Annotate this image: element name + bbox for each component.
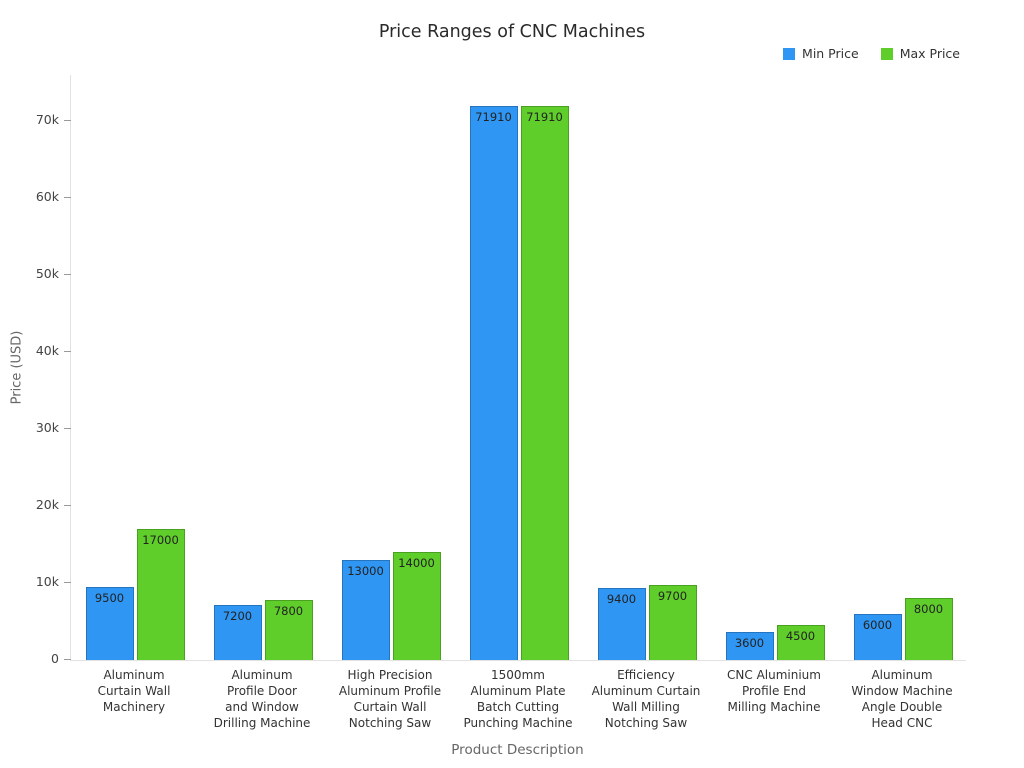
bar-value-label: 8000 xyxy=(913,602,944,617)
bar-value-label: 7200 xyxy=(222,608,253,623)
bars-row: 9500 17000 7200 7800 13000 14000 71910 71910 940… xyxy=(71,75,966,660)
bar-value-label: 6000 xyxy=(862,617,893,632)
bar-max-price: 8000 xyxy=(904,598,953,660)
y-tick-mark: 30k xyxy=(36,420,71,435)
legend-label: Max Price xyxy=(899,46,960,61)
bar-value-label: 9700 xyxy=(657,589,688,604)
bar-value-label: 17000 xyxy=(142,533,179,548)
bar-value-label: 3600 xyxy=(734,636,765,651)
bar-max-price: 9700 xyxy=(648,585,697,660)
bar-group: 9500 17000 xyxy=(71,529,199,660)
y-tick-mark: 40k xyxy=(36,343,71,358)
bar-value-label: 9500 xyxy=(94,590,125,605)
bar-min-price: 7200 xyxy=(213,604,262,660)
bar-max-price: 71910 xyxy=(520,106,569,660)
bar-group: 13000 14000 xyxy=(327,552,455,660)
bar-group: 71910 71910 xyxy=(455,106,583,660)
bar-value-label: 71910 xyxy=(526,110,563,125)
y-tick-label: 0 xyxy=(51,651,59,666)
x-tick-label: Aluminum Profile Door and Window Drillin… xyxy=(213,668,311,730)
bar-value-label: 14000 xyxy=(398,556,435,571)
bar-group: 9400 9700 xyxy=(583,585,711,660)
y-tick-label: 70k xyxy=(35,112,59,128)
y-tick-label: 10k xyxy=(35,574,59,590)
bar-value-label: 9400 xyxy=(606,591,637,606)
y-tick-mark: 70k xyxy=(36,112,71,127)
x-tick-label: Aluminum Curtain Wall Machinery xyxy=(97,668,171,714)
bar-min-price: 13000 xyxy=(341,559,390,660)
bar-group: 7200 7800 xyxy=(199,599,327,660)
x-tick-label: Aluminum Window Machine Angle Double Hea… xyxy=(851,668,953,730)
y-tick-label: 60k xyxy=(35,189,59,205)
legend-label: Min Price xyxy=(802,46,859,61)
bar-min-price: 9400 xyxy=(597,587,646,660)
y-tick-label: 30k xyxy=(35,420,59,436)
legend: Min Price Max Price xyxy=(783,46,960,61)
x-tick-label: Efficiency Aluminum Curtain Wall Milling… xyxy=(591,668,701,730)
bar-group: 6000 8000 xyxy=(839,598,967,660)
y-tick-mark: 60k xyxy=(36,189,71,204)
y-tick-mark: 20k xyxy=(36,497,71,512)
bar-min-price: 6000 xyxy=(853,613,902,660)
y-tick-label: 50k xyxy=(35,266,59,282)
y-tick-label: 40k xyxy=(35,343,59,359)
bar-max-price: 14000 xyxy=(392,552,441,660)
legend-item-min-price: Min Price xyxy=(783,46,859,61)
bar-value-label: 71910 xyxy=(475,110,512,125)
y-tick-mark: 0 xyxy=(51,651,71,666)
bar-max-price: 17000 xyxy=(136,529,185,660)
bar-value-label: 13000 xyxy=(347,563,384,578)
y-tick-mark: 50k xyxy=(36,266,71,281)
bar-value-label: 4500 xyxy=(785,629,816,644)
x-axis-labels: Aluminum Curtain Wall Machinery Aluminum … xyxy=(70,668,965,732)
y-axis-title: Price (USD) xyxy=(9,330,25,405)
y-tick-label: 20k xyxy=(35,497,59,513)
bar-value-label: 7800 xyxy=(273,603,304,618)
legend-item-max-price: Max Price xyxy=(880,46,960,61)
legend-swatch-icon xyxy=(783,47,796,60)
plot-area: 0 10k 20k 30k 40k 50k 60k 70k 9500 17000 7200 7800… xyxy=(36,75,966,666)
x-tick-label: CNC Aluminium Profile End Milling Machin… xyxy=(727,668,821,714)
legend-swatch-icon xyxy=(880,47,893,60)
bar-min-price: 9500 xyxy=(85,586,134,660)
x-axis-title: Product Description xyxy=(451,742,584,758)
chart-title: Price Ranges of CNC Machines xyxy=(378,22,646,42)
x-tick-label: High Precision Aluminum Profile Curtain … xyxy=(338,668,442,730)
bar-max-price: 7800 xyxy=(264,599,313,660)
bar-min-price: 71910 xyxy=(469,106,518,660)
bar-group: 3600 4500 xyxy=(711,625,839,660)
y-tick-mark: 10k xyxy=(36,574,71,589)
bar-max-price: 4500 xyxy=(776,625,825,660)
x-tick-label: 1500mm Aluminum Plate Batch Cutting Punc… xyxy=(463,668,573,730)
bar-min-price: 3600 xyxy=(725,632,774,660)
